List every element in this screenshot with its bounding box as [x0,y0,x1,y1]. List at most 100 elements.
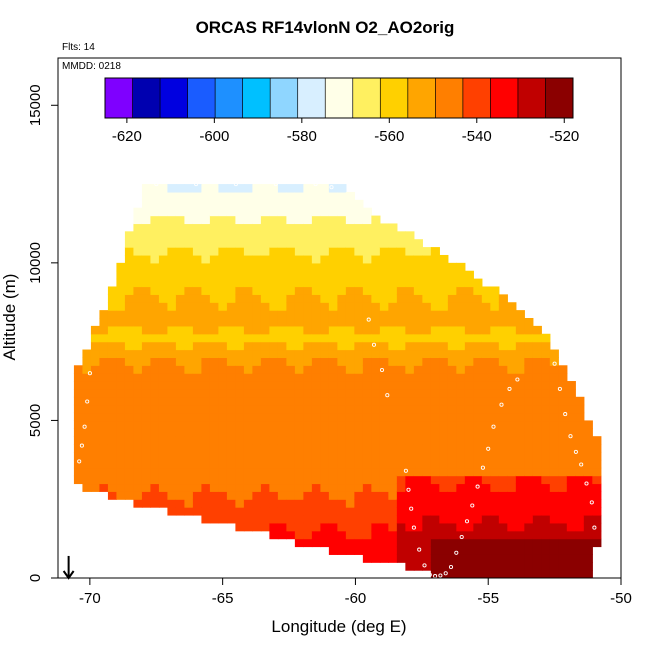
heatmap-cell [260,349,270,358]
heatmap-cell [150,215,160,225]
heatmap-cell [447,444,457,453]
heatmap-cell [201,507,211,516]
heatmap-cell [456,404,466,414]
heatmap-cell [209,349,219,358]
heatmap-cell [158,349,169,358]
colorbar-tick-label: -560 [374,128,404,145]
heatmap-cell [490,318,500,327]
heatmap-cell [371,357,381,366]
heatmap-cell [345,270,355,280]
heatmap-cell [303,365,313,374]
heatmap-cell [422,436,432,445]
heatmap-cell [583,491,593,500]
heatmap-cell [175,349,186,358]
heatmap-cell [515,365,525,374]
heatmap-cell [133,365,143,374]
heatmap-cell [473,325,483,335]
heatmap-cell [243,310,253,319]
heatmap-cell [464,514,474,524]
heatmap-cell [515,444,525,453]
heatmap-cell [226,215,236,225]
heatmap-cell [337,381,347,390]
heatmap-cell [328,499,338,508]
heatmap-cell [473,365,483,374]
heatmap-cell [447,349,457,358]
heatmap-cell [269,412,279,422]
track-point [568,434,573,439]
heatmap-cell [277,191,287,201]
heatmap-cell [362,546,372,555]
heatmap-cell [490,546,500,555]
heatmap-cell [473,514,483,524]
heatmap-cell [311,270,321,280]
heatmap-cell [235,420,245,429]
heatmap-cell [345,207,355,217]
heatmap-cell [82,475,92,485]
heatmap-cell [362,247,372,256]
heatmap-cell [286,310,296,319]
heatmap-cell [133,223,143,232]
heatmap-cell [175,451,186,461]
heatmap-cell [430,310,440,319]
heatmap-cell [490,459,500,469]
heatmap-cell [456,459,466,469]
heatmap-cell [515,388,525,398]
heatmap-cell [541,514,551,524]
heatmap-cell [286,381,296,390]
heatmap-cell [277,388,287,398]
heatmap-cell [303,325,313,335]
heatmap-cell [532,357,542,366]
heatmap-cell [116,420,126,429]
heatmap-cell [566,428,576,437]
colorbar-tick-label: -520 [549,128,579,145]
heatmap-cell [498,451,508,461]
heatmap-cell [541,436,551,445]
heatmap-cell [430,538,440,548]
heatmap-cell [201,499,211,508]
heatmap-cell [133,262,143,272]
heatmap-cell [439,483,449,492]
heatmap-cell [566,507,576,516]
heatmap-cell [422,270,432,280]
heatmap-cell [235,223,245,232]
y-axis-title: Altitude (m) [0,274,19,361]
heatmap-cell [175,475,186,485]
heatmap-cell [379,318,389,327]
track-point [411,525,416,530]
heatmap-cell [558,412,568,422]
heatmap-cell [201,318,211,327]
track-point [85,399,90,404]
heatmap-cell [524,570,534,578]
heatmap-cell [303,420,313,429]
heatmap-cell [277,451,287,461]
heatmap-cell [328,262,338,272]
heatmap-cell [524,546,534,555]
heatmap-cell [498,444,508,453]
heatmap-cell [549,357,559,366]
heatmap-cell [498,436,508,445]
heatmap-cell [184,333,194,343]
heatmap-cell [150,341,160,351]
heatmap-cell [388,239,398,248]
heatmap-cell [150,262,160,272]
heatmap-cell [218,349,228,358]
heatmap-cell [90,357,101,366]
heatmap-cell [192,349,203,358]
heatmap-cell [252,310,262,319]
heatmap-cell [405,420,415,429]
heatmap-cell [201,215,211,225]
heatmap-cell [226,254,236,264]
heatmap-cell [150,199,160,209]
heatmap-cell [158,396,169,406]
heatmap-cell [116,310,126,319]
heatmap-cell [337,262,347,272]
heatmap-cell [158,199,169,209]
x-axis-title: Longitude (deg E) [271,617,406,636]
heatmap-cell [277,247,287,256]
heatmap-cell [260,254,270,264]
heatmap-cell [269,365,279,374]
heatmap-cell [541,373,551,382]
heatmap-cell [175,262,186,272]
heatmap-cell [541,507,551,516]
heatmap-cell [73,436,84,445]
